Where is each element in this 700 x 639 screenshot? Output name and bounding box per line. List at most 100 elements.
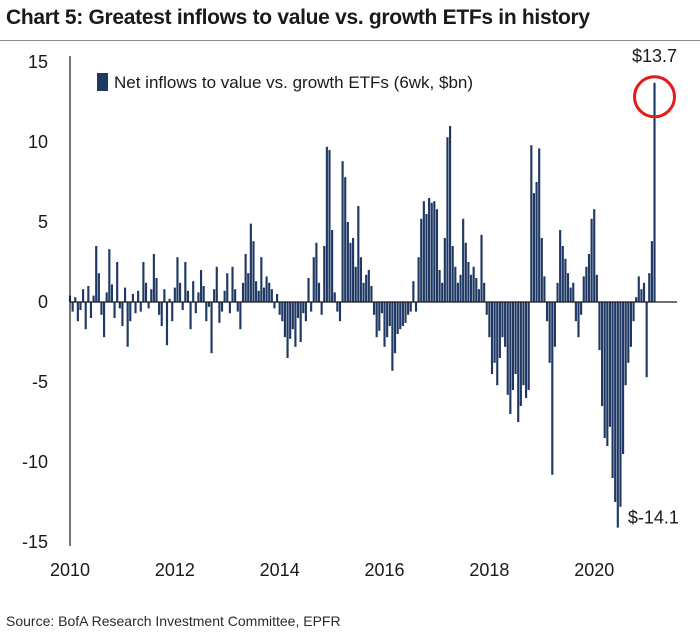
bar [483, 282, 486, 302]
bar [310, 302, 313, 312]
y-tick-label: -15 [22, 532, 48, 552]
bar [388, 302, 391, 326]
bar [210, 302, 213, 354]
y-tick-label: 5 [38, 212, 48, 232]
bar [218, 302, 221, 323]
bar [435, 209, 439, 302]
bar [637, 276, 640, 302]
bar [587, 254, 591, 302]
bar [158, 302, 161, 315]
bar [317, 282, 321, 302]
bar [580, 302, 583, 315]
bar [359, 257, 363, 302]
bar [226, 273, 229, 302]
bar [92, 295, 95, 302]
bar [87, 286, 90, 302]
bar [331, 230, 334, 302]
bar [144, 282, 148, 302]
bar [380, 302, 383, 314]
bar [260, 257, 263, 302]
bar [441, 282, 444, 302]
bar [480, 234, 483, 302]
bar [608, 302, 612, 427]
bar [349, 242, 352, 302]
bar [543, 276, 546, 302]
bar [420, 218, 423, 302]
bar [648, 273, 651, 302]
bar [548, 302, 551, 363]
bar [199, 270, 203, 302]
bar [635, 297, 638, 302]
bar [645, 302, 648, 378]
bar [121, 302, 124, 326]
bar [118, 302, 121, 309]
bar [268, 282, 271, 302]
bar [464, 242, 467, 302]
bar [404, 302, 407, 323]
y-tick-label: -5 [32, 372, 48, 392]
bar [244, 254, 247, 302]
bar [582, 276, 585, 302]
bar [386, 302, 389, 338]
legend: Net inflows to value vs. growth ETFs (6w… [97, 73, 473, 92]
bar [307, 278, 310, 302]
bar [192, 281, 195, 302]
bar [139, 302, 142, 312]
bar [504, 302, 507, 347]
bar [231, 266, 234, 302]
legend-swatch [97, 73, 108, 91]
bar [134, 302, 137, 314]
x-tick-label: 2018 [469, 560, 509, 580]
bar [108, 249, 111, 302]
x-tick-label: 2020 [574, 560, 614, 580]
bar [475, 278, 478, 302]
bar [367, 270, 370, 302]
bar [590, 218, 593, 302]
bar [131, 294, 134, 302]
y-tick-label: 10 [28, 132, 48, 152]
bar [165, 302, 169, 346]
bar [522, 302, 525, 386]
bar [467, 262, 470, 302]
bar [519, 302, 522, 406]
bar [532, 193, 536, 302]
bar [569, 287, 572, 302]
bar [247, 273, 250, 302]
bar [593, 209, 596, 302]
bar [451, 246, 454, 302]
bar [456, 282, 459, 302]
bar [252, 241, 255, 302]
bar [454, 266, 457, 302]
bar [160, 302, 163, 326]
bar [197, 292, 200, 302]
bar [249, 223, 252, 302]
bar [414, 302, 418, 312]
x-tick-label: 2016 [365, 560, 405, 580]
bar [236, 302, 239, 312]
bar [650, 241, 653, 302]
bar [325, 146, 328, 302]
bar [619, 302, 622, 507]
bar [365, 274, 368, 302]
bar [561, 246, 564, 302]
bar [559, 230, 562, 302]
bar [506, 302, 509, 395]
bar [595, 274, 598, 302]
bar [194, 302, 197, 314]
bar [601, 302, 604, 406]
bar [556, 282, 559, 302]
bar [176, 257, 179, 302]
bar [585, 266, 588, 302]
bar [624, 302, 627, 386]
bar [621, 302, 625, 454]
bar [378, 302, 381, 331]
bar [126, 302, 129, 347]
bar [223, 290, 226, 302]
bar [511, 302, 515, 390]
bar [265, 276, 268, 302]
bar [409, 302, 412, 312]
bar [241, 282, 245, 302]
bar [147, 302, 150, 309]
bar [488, 302, 491, 338]
bar [315, 242, 318, 302]
